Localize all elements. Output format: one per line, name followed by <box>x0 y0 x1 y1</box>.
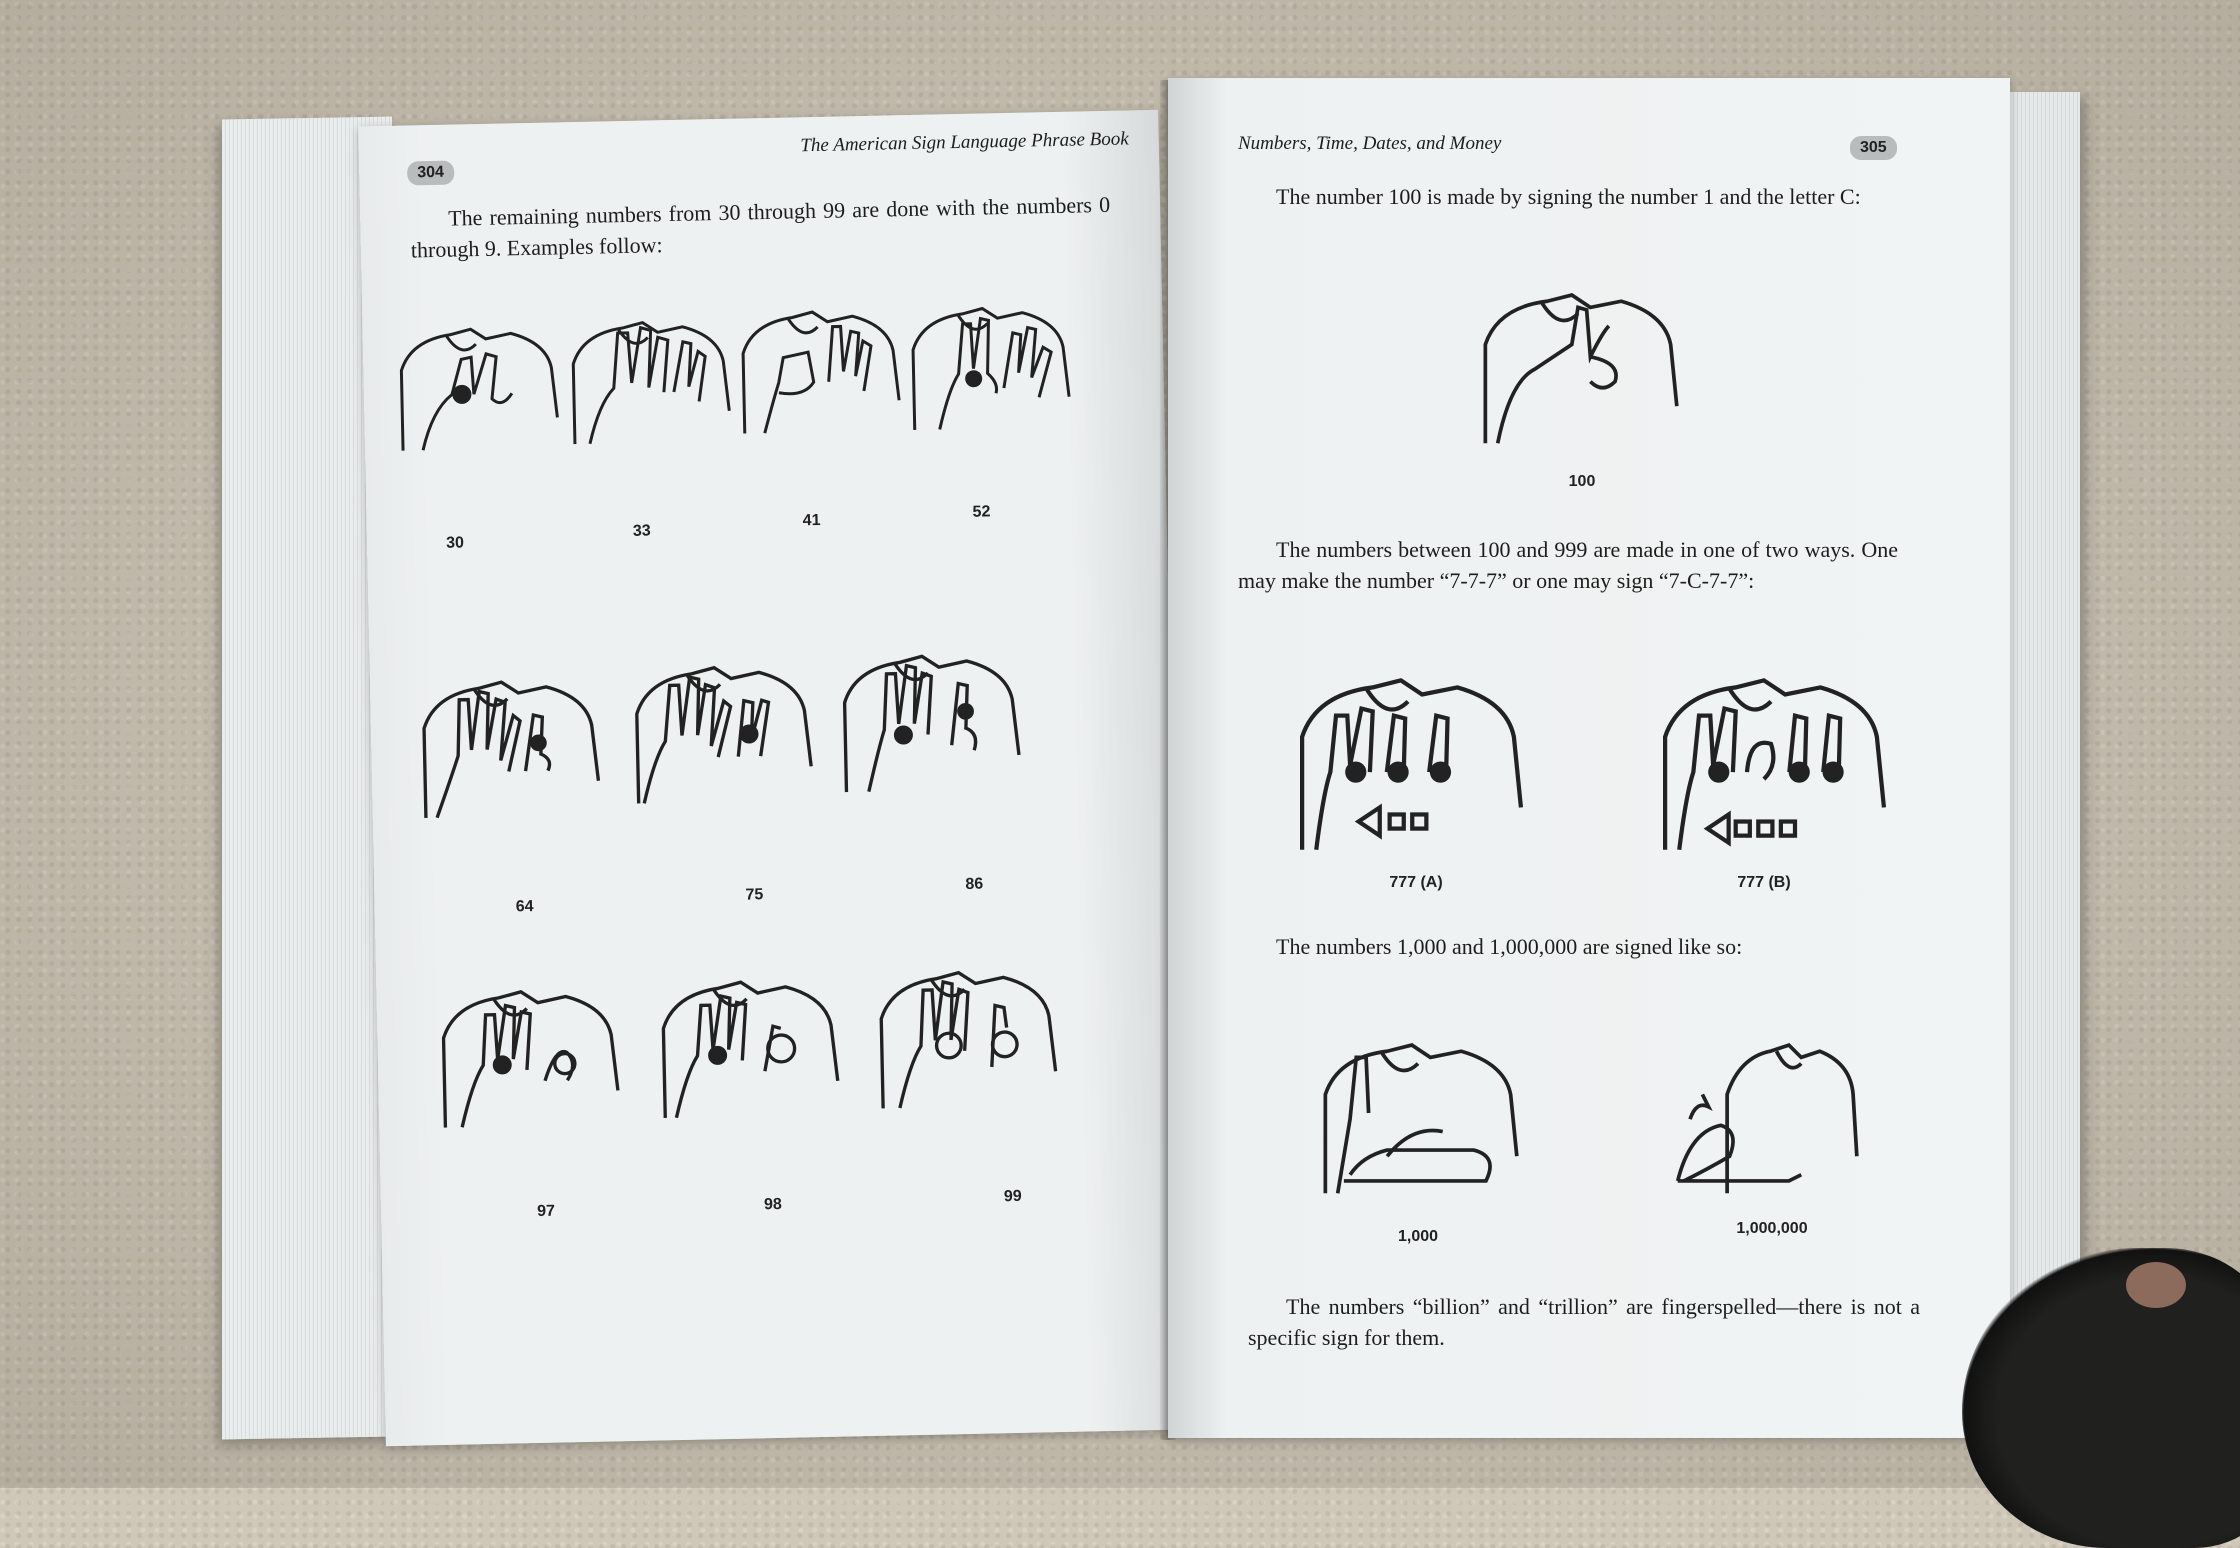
label-98: 98 <box>763 1195 783 1214</box>
label-52: 52 <box>972 503 991 521</box>
label-777a: 777 (A) <box>1389 874 1443 891</box>
sign-illustration-75 <box>619 632 823 826</box>
label-75: 75 <box>745 886 764 904</box>
paragraph-thousand-million: The numbers 1,000 and 1,000,000 are sign… <box>1276 934 1743 959</box>
sign-illustration-98 <box>646 946 850 1140</box>
page-number-right: 305 <box>1850 136 1897 160</box>
label-100: 100 <box>1568 473 1596 490</box>
label-41: 41 <box>802 511 821 530</box>
label-86: 86 <box>965 875 984 893</box>
sign-illustration-64 <box>411 647 605 841</box>
paragraph-100: The number 100 is made by signing the nu… <box>1276 184 1861 209</box>
sign-illustration-777b <box>1646 638 1896 878</box>
label-99: 99 <box>1003 1187 1022 1206</box>
sign-illustration-1000 <box>1298 1008 1538 1218</box>
sign-illustration-99 <box>863 937 1067 1131</box>
label-64: 64 <box>515 898 534 916</box>
label-777b: 777 (B) <box>1737 874 1791 891</box>
paragraph-100-999: The numbers between 100 and 999 are made… <box>1238 537 1898 593</box>
sign-illustration-33 <box>562 291 736 465</box>
page-number-left: 304 <box>407 160 455 186</box>
right-page: Numbers, Time, Dates, and Money 305 The … <box>1168 78 2010 1438</box>
sign-illustration-86 <box>827 621 1031 815</box>
sign-illustration-41 <box>732 280 906 454</box>
sign-illustration-30 <box>390 297 564 471</box>
running-head-left: The American Sign Language Phrase Book <box>800 128 1129 157</box>
sign-illustration-100 <box>1458 258 1698 468</box>
intro-paragraph: The remaining numbers from 30 through 99… <box>410 191 1111 263</box>
sign-illustration-777a <box>1283 638 1533 878</box>
paragraph-billion-trillion: The numbers “billion” and “trillion” are… <box>1248 1294 1920 1350</box>
label-97: 97 <box>536 1202 556 1221</box>
label-1000000: 1,000,000 <box>1736 1220 1808 1237</box>
page-edges-right <box>2010 92 2080 1437</box>
label-30: 30 <box>445 534 465 552</box>
left-page: 304 The American Sign Language Phrase Bo… <box>358 109 1186 1447</box>
sign-illustration-1000000 <box>1638 1008 1878 1218</box>
label-33: 33 <box>632 522 651 540</box>
label-1000: 1,000 <box>1397 1228 1439 1245</box>
sign-illustration-52 <box>902 277 1076 451</box>
toe <box>2126 1262 2186 1308</box>
running-head-right: Numbers, Time, Dates, and Money <box>1238 133 1502 154</box>
sign-illustration-97 <box>426 956 630 1150</box>
